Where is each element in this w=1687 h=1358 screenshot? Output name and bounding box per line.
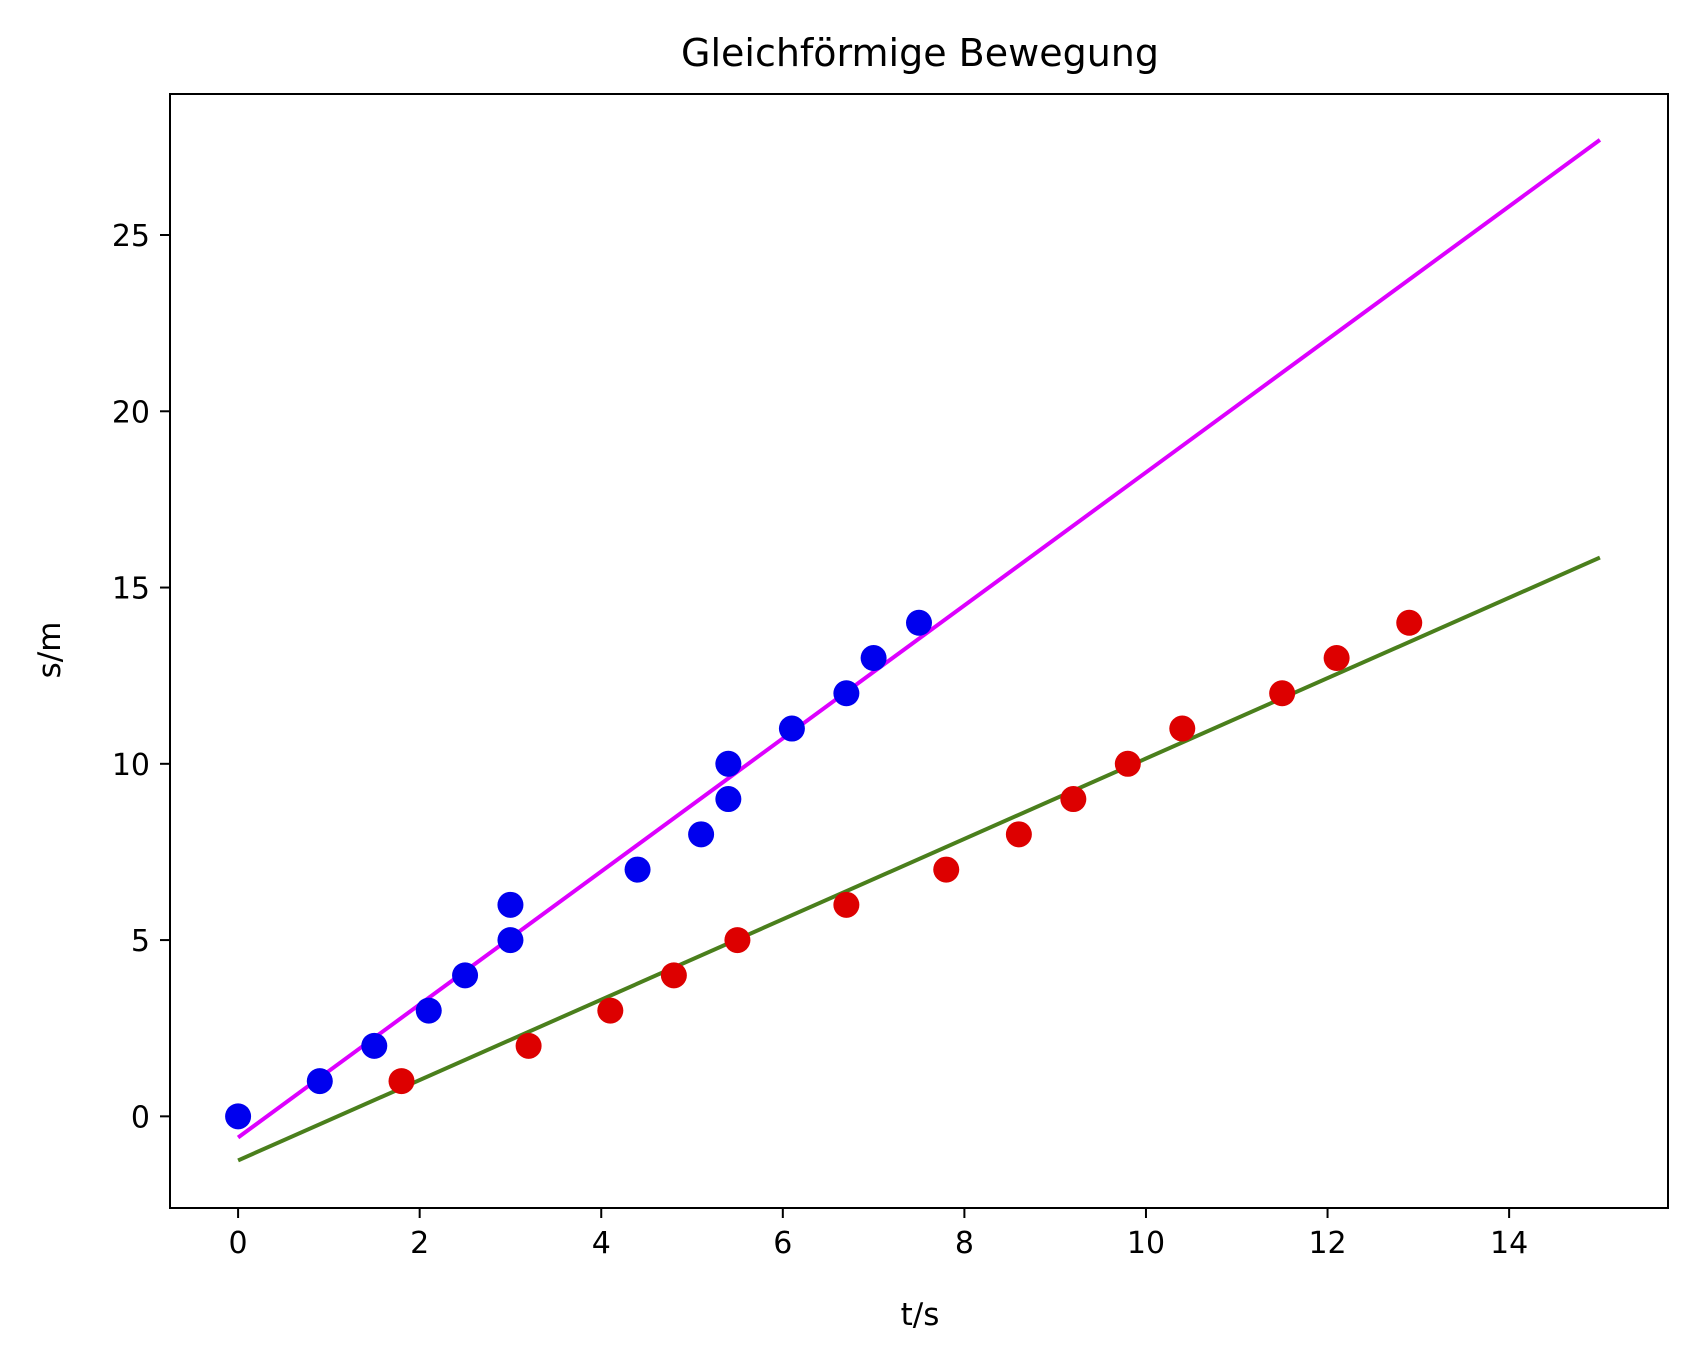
data-point <box>361 1032 388 1059</box>
data-point <box>497 927 524 954</box>
plot-frame <box>169 93 1669 1209</box>
x-axis-label: t/s <box>901 1297 940 1333</box>
x-tick-label: 4 <box>592 1226 611 1261</box>
data-point <box>1269 680 1296 707</box>
data-point <box>388 1068 415 1095</box>
x-tick-label: 0 <box>229 1226 248 1261</box>
data-point <box>715 786 742 813</box>
plot-area: 0 2 4 6 8 10 12 14 0 5 10 15 20 25 <box>112 93 1669 1261</box>
data-point <box>1060 786 1087 813</box>
data-layer <box>225 138 1602 1163</box>
data-point <box>624 856 651 883</box>
data-point <box>688 821 715 848</box>
data-point <box>906 609 932 636</box>
x-tick-label: 6 <box>773 1226 792 1261</box>
data-point <box>452 962 479 989</box>
data-point <box>306 1068 333 1095</box>
data-point <box>933 856 960 883</box>
data-point <box>660 962 687 989</box>
data-point <box>415 997 442 1024</box>
data-point <box>597 997 624 1024</box>
y-tick-label: 25 <box>112 219 150 254</box>
chart-title: Gleichförmige Bewegung <box>681 31 1159 75</box>
data-point <box>225 1103 252 1130</box>
data-point <box>833 680 860 707</box>
y-tick-label: 0 <box>131 1100 150 1135</box>
y-tick-label: 20 <box>112 395 150 430</box>
x-tick-label: 10 <box>1127 1226 1165 1261</box>
data-point <box>1396 609 1423 636</box>
y-tick-label: 10 <box>112 748 150 783</box>
data-point <box>1323 645 1350 672</box>
data-point <box>860 645 887 672</box>
x-tick-label: 2 <box>410 1226 429 1261</box>
series-line-3 <box>237 555 1601 1163</box>
y-tick-label: 5 <box>131 924 150 959</box>
data-point <box>778 715 805 742</box>
data-point <box>1169 715 1196 742</box>
data-point <box>1114 750 1141 777</box>
data-point <box>724 927 751 954</box>
x-tick-label: 8 <box>955 1226 974 1261</box>
x-tick-label: 12 <box>1308 1226 1346 1261</box>
x-tick-label: 14 <box>1490 1226 1528 1261</box>
data-point <box>497 891 524 918</box>
data-point <box>1005 821 1032 848</box>
data-point <box>715 750 742 777</box>
y-tick-label: 15 <box>112 572 150 607</box>
data-point <box>515 1032 542 1059</box>
y-axis-label: s/m <box>32 622 68 679</box>
data-point <box>833 891 860 918</box>
